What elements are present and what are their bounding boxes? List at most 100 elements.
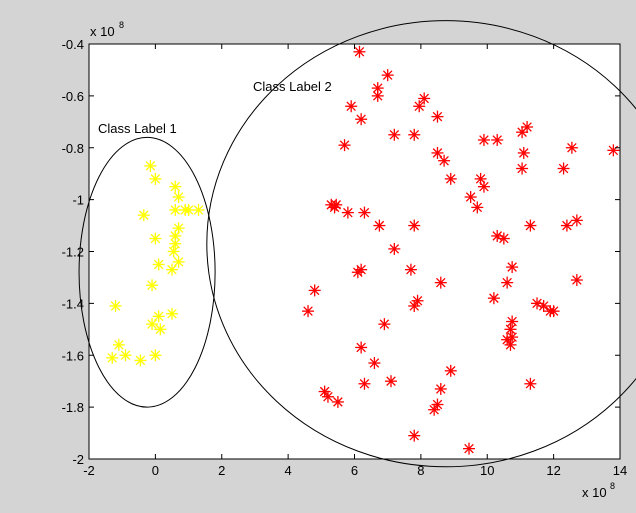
data-point-series-2: [431, 146, 444, 159]
data-point-series-1: [106, 351, 119, 364]
x-tick-label: 8: [417, 463, 424, 478]
data-point-series-2: [408, 429, 421, 442]
cluster-ellipses: [78, 20, 636, 468]
data-point-series-2: [462, 442, 475, 455]
data-point-series-2: [524, 377, 537, 390]
data-point-series-2: [504, 338, 517, 351]
axis-ticks: -2 0 2 4 6 8 10 12 14 -2 -1.8 -1.6 -1.4 -1.2 -1 -0.8 -0.…: [62, 37, 628, 478]
data-point-series-2: [570, 214, 583, 227]
data-point-series-1: [149, 172, 162, 185]
data-point-series-2: [408, 299, 421, 312]
data-point-series-2: [557, 162, 570, 175]
data-point-series-2: [434, 382, 447, 395]
data-point-series-2: [353, 45, 366, 58]
data-point-series-1: [169, 180, 182, 193]
data-point-series-2: [331, 395, 344, 408]
data-point-series-1: [152, 258, 165, 271]
x-tick-label: -2: [83, 463, 95, 478]
y-tick-label: -0.6: [62, 89, 84, 104]
data-point-series-2: [438, 154, 451, 167]
data-point-series-1: [182, 204, 195, 216]
data-point-series-2: [328, 201, 341, 214]
x-multiplier-base: x 10: [582, 485, 607, 500]
x-tick-label: 4: [285, 463, 292, 478]
data-point-series-1: [192, 204, 205, 216]
y-axis-multiplier: x 10 8: [90, 20, 124, 39]
y-tick-label: -0.4: [62, 37, 84, 52]
x-tick-label: 2: [218, 463, 225, 478]
data-point-series-2: [506, 261, 519, 274]
data-point-series-1: [146, 279, 159, 292]
data-point-series-2: [506, 315, 519, 328]
data-point-series-2: [547, 305, 560, 318]
data-point-series-1: [109, 299, 122, 312]
data-point-series-1: [172, 191, 185, 204]
data-point-series-2: [418, 92, 431, 105]
data-point-series-1: [149, 349, 162, 362]
data-point-series-2: [381, 69, 394, 82]
data-point-series-2: [517, 146, 530, 159]
data-point-series-1: [112, 338, 125, 351]
data-point-series-2: [302, 305, 315, 318]
data-point-series-2: [516, 162, 529, 175]
data-point-series-2: [378, 318, 391, 331]
y-multiplier-base: x 10: [90, 24, 115, 39]
data-point-series-2: [385, 375, 398, 388]
data-point-series-2: [321, 390, 334, 403]
data-point-series-2: [408, 128, 421, 141]
annotation-class-label-2: Class Label 2: [253, 79, 332, 94]
data-point-series-1: [137, 209, 150, 222]
y-tick-label: -1.2: [62, 245, 84, 260]
data-point-series-1: [165, 263, 178, 276]
data-point-series-1: [119, 349, 132, 362]
data-point-series-2: [338, 139, 351, 152]
data-point-series-2: [487, 292, 500, 305]
data-point-series-1: [149, 232, 162, 245]
y-tick-label: -1.4: [62, 296, 84, 311]
data-point-series-2: [408, 219, 421, 232]
y-multiplier-exponent: 8: [119, 20, 124, 30]
data-point-series-2: [351, 266, 364, 279]
x-multiplier-exponent: 8: [610, 481, 615, 491]
y-tick-label: -2: [72, 452, 84, 467]
annotation-class-label-1: Class Label 1: [98, 121, 177, 136]
data-point-series-1: [146, 318, 159, 331]
data-points: [106, 45, 620, 455]
cluster-ellipse-1: [78, 136, 216, 408]
data-point-series-2: [444, 364, 457, 377]
x-tick-label: 6: [351, 463, 358, 478]
data-point-series-2: [504, 323, 517, 336]
data-point-series-2: [497, 232, 510, 245]
data-point-series-2: [607, 144, 620, 157]
data-point-series-2: [404, 263, 417, 276]
data-point-series-2: [368, 357, 381, 370]
data-point-series-2: [413, 100, 426, 113]
data-point-series-2: [524, 219, 537, 232]
y-tick-label: -1.6: [62, 348, 84, 363]
data-point-series-2: [444, 172, 457, 185]
data-point-series-2: [560, 219, 573, 232]
data-point-series-2: [308, 284, 321, 297]
data-point-series-2: [431, 110, 444, 123]
data-point-series-2: [373, 219, 386, 232]
x-axis-multiplier: x 10 8: [582, 481, 615, 500]
data-point-series-2: [464, 191, 477, 204]
data-point-series-2: [477, 133, 490, 146]
x-tick-label: 10: [480, 463, 494, 478]
data-point-series-2: [341, 206, 354, 219]
cluster-ellipse-2: [206, 20, 636, 468]
x-tick-label: 14: [613, 463, 627, 478]
y-tick-label: -1.8: [62, 400, 84, 415]
data-point-series-1: [154, 323, 167, 336]
data-point-series-2: [355, 341, 368, 354]
data-point-series-2: [501, 276, 514, 289]
data-point-series-2: [345, 100, 358, 113]
data-point-series-2: [388, 128, 401, 141]
data-point-series-2: [355, 113, 368, 126]
data-point-series-1: [172, 255, 185, 268]
data-point-series-2: [471, 201, 484, 214]
data-point-series-1: [165, 307, 178, 320]
data-point-series-1: [169, 204, 182, 216]
data-point-series-2: [491, 133, 504, 146]
